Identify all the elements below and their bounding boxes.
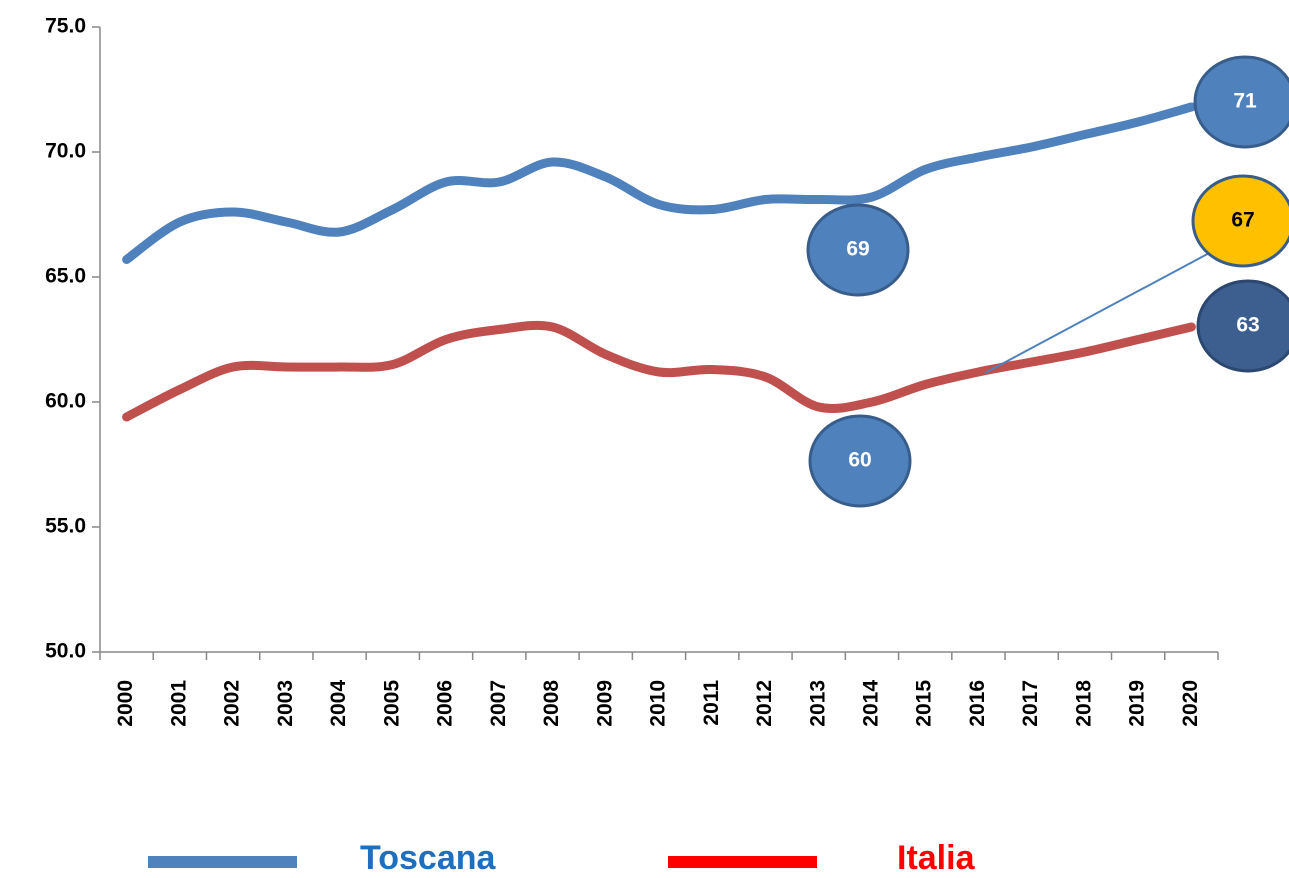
x-tick-label: 2004 [327, 680, 350, 727]
annotation-label: 67 [1231, 209, 1254, 232]
annotation-label: 63 [1236, 314, 1259, 337]
annotation-label: 69 [846, 238, 869, 261]
annotation-label: 60 [848, 449, 871, 472]
y-tick-label: 60.0 [45, 390, 86, 413]
x-tick-label: 2003 [274, 680, 297, 727]
y-tick-label: 75.0 [45, 15, 86, 38]
series-line [122, 320, 1196, 422]
x-tick-label: 2017 [1019, 680, 1042, 727]
x-tick-label: 2008 [540, 680, 563, 727]
annotation-bubble [1193, 55, 1289, 149]
x-tick-label: 2010 [647, 680, 670, 727]
x-tick-label: 2013 [806, 680, 829, 727]
leader-line [984, 250, 1214, 374]
x-tick-label: 2001 [167, 680, 190, 727]
annotation-bubble [1191, 174, 1289, 268]
x-tick-label: 2000 [114, 680, 137, 727]
x-tick-label: 2018 [1072, 680, 1095, 727]
y-tick-label: 65.0 [45, 265, 86, 288]
x-tick-label: 2005 [380, 680, 403, 727]
annotation-bubble [808, 414, 912, 508]
x-tick-label: 2012 [753, 680, 776, 727]
x-tick-label: 2015 [913, 680, 936, 727]
legend-label: Italia [897, 839, 976, 877]
x-tick-label: 2019 [1126, 680, 1149, 727]
legend-label: Toscana [360, 839, 497, 877]
series-line [122, 102, 1196, 264]
x-tick-label: 2014 [859, 680, 882, 727]
annotation-bubble [1196, 279, 1289, 373]
y-tick-label: 70.0 [45, 140, 86, 163]
x-tick-label: 2020 [1179, 680, 1202, 727]
x-tick-label: 2007 [487, 680, 510, 727]
x-tick-label: 2016 [966, 680, 989, 727]
annotation-label: 71 [1233, 90, 1257, 113]
y-tick-label: 55.0 [45, 515, 86, 538]
x-tick-label: 2006 [434, 680, 457, 727]
y-tick-label: 50.0 [45, 640, 86, 663]
annotation-bubble [806, 203, 910, 297]
x-tick-label: 2009 [593, 680, 616, 727]
x-tick-label: 2002 [221, 680, 244, 727]
x-tick-label: 2011 [700, 680, 723, 726]
